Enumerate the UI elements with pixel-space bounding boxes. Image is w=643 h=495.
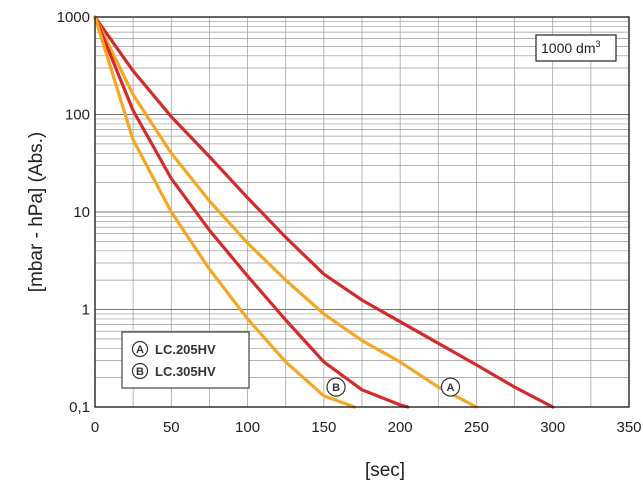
series-line-2 — [93, 15, 478, 409]
y-axis-label: [mbar - hPa] (Abs.) — [26, 132, 47, 293]
legend-marker-a-label: A — [136, 344, 144, 356]
annotation-box: 1000 dm3 — [535, 34, 617, 62]
legend-box — [121, 331, 250, 389]
x-tick-label: 350 — [616, 419, 641, 436]
y-tick-label: 0,1 — [69, 399, 90, 416]
curve-marker-a: A — [440, 377, 461, 397]
tick-labels: 0 50 100 150 200 250 300 350 0,1 1 10 100 1000 — [57, 9, 642, 436]
y-tick-label: 1 — [82, 302, 90, 319]
series-group — [93, 15, 555, 409]
series-line-3 — [93, 15, 410, 409]
legend-marker-b — [131, 362, 149, 380]
legend-marker-a — [131, 340, 149, 358]
curve-markers: AB — [326, 377, 461, 397]
y-tick-label: 1000 — [57, 9, 90, 26]
y-tick-label: 10 — [73, 204, 90, 221]
legend-marker-b-label: B — [136, 366, 144, 378]
plot-frame — [94, 16, 630, 408]
x-tick-label: 150 — [311, 419, 336, 436]
annotation-text: 1000 dm — [541, 40, 595, 56]
series-line-1 — [93, 15, 555, 409]
marker-label: A — [447, 382, 455, 394]
legend: A LC.205HV B LC.305HV — [121, 331, 250, 389]
series-line-4 — [93, 15, 356, 409]
svg-text:1000 dm3: 1000 dm3 — [541, 39, 601, 56]
x-tick-label: 300 — [540, 419, 565, 436]
x-tick-label: 0 — [91, 419, 99, 436]
x-tick-label: 50 — [163, 419, 180, 436]
marker-circle — [326, 377, 346, 397]
x-axis-label: [sec] — [365, 460, 405, 481]
legend-item-b: B LC.305HV — [131, 362, 216, 380]
legend-item-a: A LC.205HV — [131, 340, 216, 358]
y-tick-label: 100 — [65, 107, 90, 124]
x-tick-label: 100 — [235, 419, 260, 436]
annotation-sup: 3 — [595, 39, 600, 49]
x-tick-label: 200 — [388, 419, 413, 436]
marker-circle — [440, 377, 461, 397]
x-tick-label: 250 — [464, 419, 489, 436]
marker-label: B — [332, 382, 340, 394]
legend-label-b: LC.305HV — [155, 364, 216, 379]
legend-label-a: LC.205HV — [155, 342, 216, 357]
curve-marker-b: B — [326, 377, 346, 397]
